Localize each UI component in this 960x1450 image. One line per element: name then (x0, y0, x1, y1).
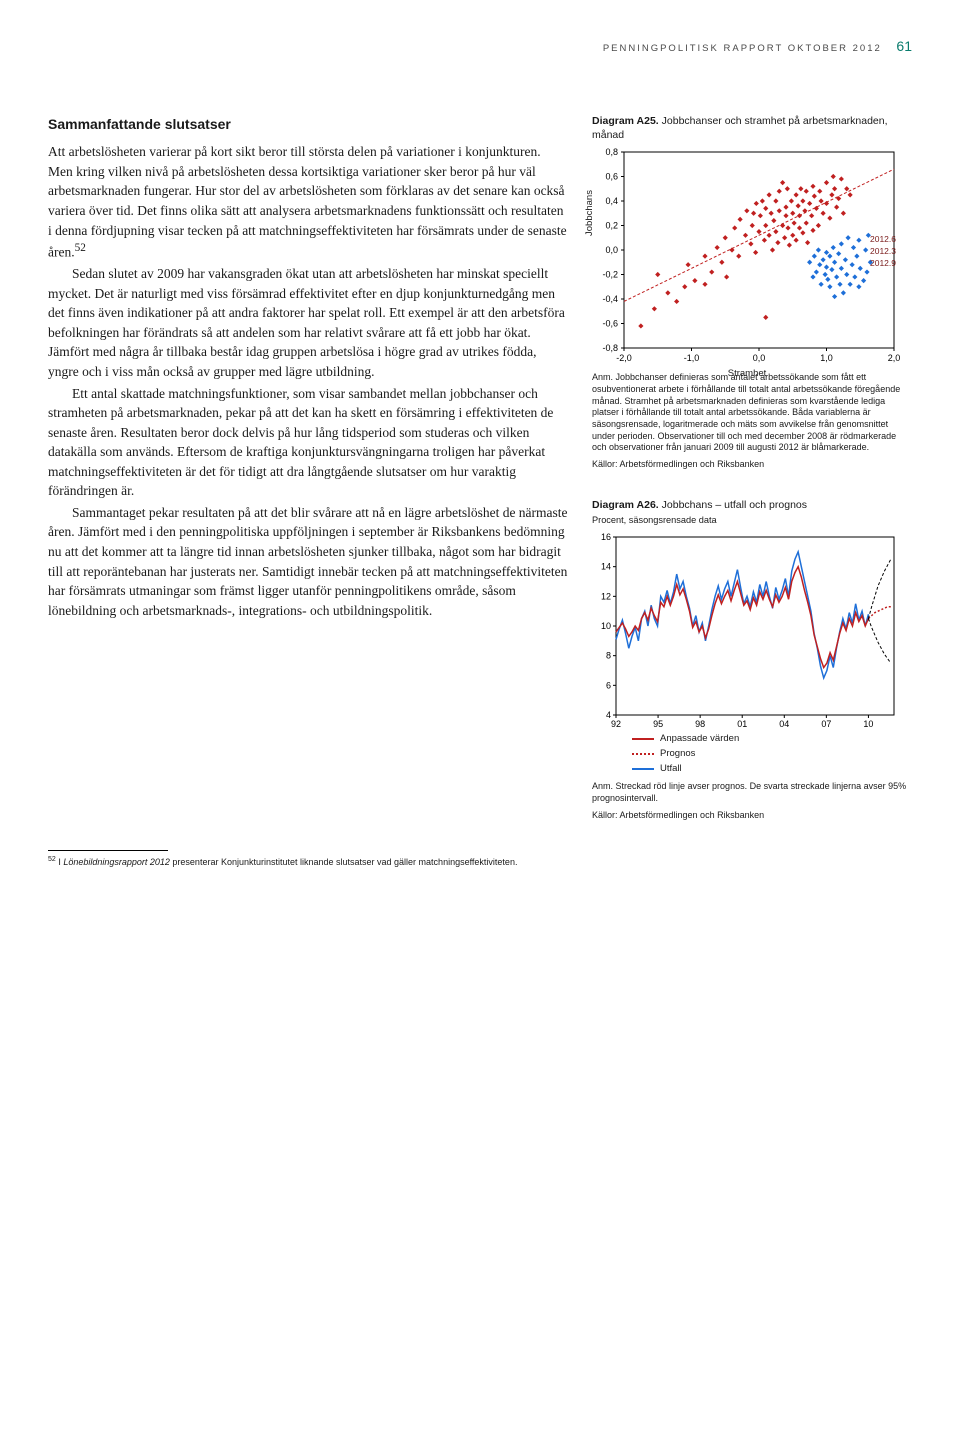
figure-a26: Diagram A26. Jobbchans – utfall och prog… (592, 498, 912, 821)
fig-a26-note: Anm. Streckad röd linje avser prognos. D… (592, 781, 912, 804)
svg-text:07: 07 (821, 719, 831, 729)
footnote-num: 52 (48, 856, 56, 863)
scatter-svg: -0,8 -0,6 -0,4 -0,2 0,0 0,2 0,4 0,6 0,8 -2,0 -1,0 0… (592, 146, 902, 366)
svg-text:95: 95 (653, 719, 663, 729)
legend-item: Prognos (632, 748, 912, 761)
page-header: PENNINGPOLITISK RAPPORT OKTOBER 2012 61 (48, 38, 912, 54)
svg-text:10: 10 (601, 621, 611, 631)
paragraph-4: Sammantaget pekar resultaten på att det … (48, 503, 568, 620)
legend-label: Anpassade värden (660, 733, 739, 746)
legend-item: Anpassade värden (632, 733, 912, 746)
svg-text:10: 10 (863, 719, 873, 729)
footnote-ital: Lönebildningsrapport 2012 (63, 857, 170, 867)
fig-a26-legend: Anpassade värden Prognos Utfall (592, 733, 912, 775)
svg-text:92: 92 (611, 719, 621, 729)
content-area: Sammanfattande slutsatser Att arbetslösh… (48, 114, 912, 871)
svg-text:6: 6 (606, 680, 611, 690)
footnote-post: presenterar Konjunkturinstitutet liknand… (170, 857, 518, 867)
fig-a25-num: Diagram A25. (592, 115, 659, 127)
svg-text:0,2: 0,2 (605, 221, 618, 231)
svg-text:-0,6: -0,6 (602, 319, 618, 329)
scatter-chart: -0,8 -0,6 -0,4 -0,2 0,0 0,2 0,4 0,6 0,8 -2,0 -1,0 0… (592, 146, 902, 366)
svg-text:0,0: 0,0 (605, 245, 618, 255)
line-svg: 4681012141692959801040710 (592, 531, 902, 731)
svg-text:-0,4: -0,4 (602, 294, 618, 304)
fig-a26-title: Diagram A26. Jobbchans – utfall och prog… (592, 498, 912, 512)
fig-a26-caption: Jobbchans – utfall och prognos (659, 499, 807, 511)
section-heading: Sammanfattande slutsatser (48, 114, 568, 134)
report-title: PENNINGPOLITISK RAPPORT OKTOBER 2012 (603, 43, 882, 54)
svg-text:-2,0: -2,0 (616, 353, 632, 363)
fig-a25-title: Diagram A25. Jobbchanser och stramhet på… (592, 114, 912, 142)
sidebar-column: Diagram A25. Jobbchanser och stramhet på… (592, 114, 912, 871)
svg-text:04: 04 (779, 719, 789, 729)
svg-text:0,4: 0,4 (605, 196, 618, 206)
svg-text:16: 16 (601, 532, 611, 542)
footnote-52: 52 I Lönebildningsrapport 2012 presenter… (48, 855, 568, 869)
fig-a26-num: Diagram A26. (592, 499, 659, 511)
fig-a26-subtitle: Procent, säsongsrensade data (592, 514, 912, 526)
fig-a25-source: Källor: Arbetsförmedlingen och Riksbanke… (592, 458, 912, 470)
annot-2012-6: 2012.6 (870, 234, 896, 245)
fig-a26-source: Källor: Arbetsförmedlingen och Riksbanke… (592, 809, 912, 821)
footnote-rule (48, 850, 168, 851)
legend-swatch (632, 738, 654, 740)
svg-text:8: 8 (606, 651, 611, 661)
svg-text:98: 98 (695, 719, 705, 729)
main-text-column: Sammanfattande slutsatser Att arbetslösh… (48, 114, 568, 871)
fig-a25-note: Anm. Jobbchanser definieras som antalet … (592, 372, 912, 454)
svg-text:12: 12 (601, 591, 611, 601)
svg-text:0,8: 0,8 (605, 147, 618, 157)
annot-2012-9: 2012.9 (870, 258, 896, 269)
scatter-ylabel: Jobbchans (584, 190, 597, 236)
page-number: 61 (896, 38, 912, 54)
svg-text:0,6: 0,6 (605, 172, 618, 182)
line-chart: 4681012141692959801040710 (592, 531, 902, 731)
legend-label: Utfall (660, 763, 682, 776)
legend-swatch (632, 753, 654, 755)
paragraph-3: Ett antal skattade matchningsfunktioner,… (48, 384, 568, 501)
paragraph-2: Sedan slutet av 2009 har vakansgraden ök… (48, 264, 568, 381)
figure-a25: Diagram A25. Jobbchanser och stramhet på… (592, 114, 912, 470)
svg-text:0,0: 0,0 (753, 353, 766, 363)
svg-text:1,0: 1,0 (820, 353, 833, 363)
svg-text:01: 01 (737, 719, 747, 729)
legend-label: Prognos (660, 748, 695, 761)
paragraph-1: Att arbetslösheten varierar på kort sikt… (48, 142, 568, 262)
footnote-ref-52: 52 (75, 242, 86, 254)
svg-text:14: 14 (601, 562, 611, 572)
svg-text:-0,2: -0,2 (602, 270, 618, 280)
para1-text: Att arbetslösheten varierar på kort sikt… (48, 144, 567, 259)
scatter-xlabel: Stramhet (728, 368, 767, 381)
legend-swatch (632, 768, 654, 770)
svg-text:-0,8: -0,8 (602, 343, 618, 353)
annot-2012-3: 2012.3 (870, 246, 896, 257)
legend-item: Utfall (632, 763, 912, 776)
svg-text:2,0: 2,0 (888, 353, 901, 363)
svg-text:-1,0: -1,0 (684, 353, 700, 363)
